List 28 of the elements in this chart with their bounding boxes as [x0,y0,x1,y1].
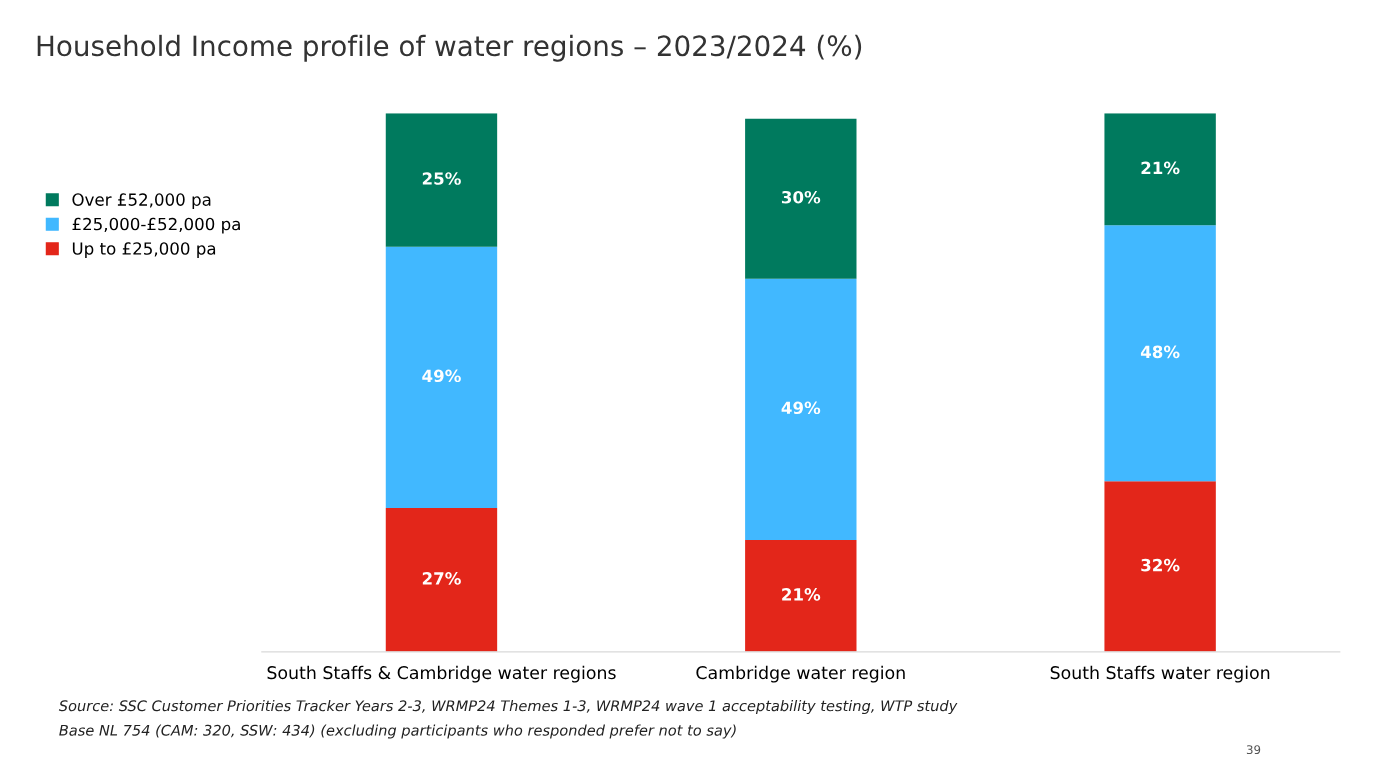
bar [745,539,857,652]
bar [385,507,498,652]
bar [385,246,498,508]
bar [745,118,857,279]
bar [1104,113,1216,226]
x-tick-label: South Staffs water region [1050,665,1270,683]
x-tick-label: Cambridge water region [696,665,905,683]
legend-label: £25,000-£52,000 pa [72,217,240,234]
data-label: 49% [781,401,821,415]
data-label: 30% [781,190,821,204]
data-label: 49% [422,369,461,383]
bar [745,278,857,540]
data-label: 21% [1141,161,1180,175]
bar [1104,225,1216,482]
data-label: 25% [422,172,461,185]
text: Base NL 754 (CAM: 320, SSW: 434) (excluding participants who responded prefer not to say) [59,724,736,739]
legend-label: Over £52,000 pa [72,193,211,210]
data-label: 21% [782,588,821,601]
data-label: 32% [1141,558,1180,572]
bar [385,113,498,247]
text: 39 [1246,745,1261,755]
data-label: 27% [422,572,461,585]
x-tick-label: South Staffs & Cambridge water regions [267,665,616,683]
bar [1104,481,1216,652]
source-note: Source: SSC Customer Priorities Tracker Years 2-3, WRMP24 Themes 1-3, WRMP24 wave 1 acceptability testing, WTP study [58,699,958,715]
legend-label: Up to £25,000 pa [72,242,216,259]
data-label: 48% [1140,345,1180,359]
chart-title: Household Income profile of water regions – 2023/2024 (%) [37,34,862,62]
